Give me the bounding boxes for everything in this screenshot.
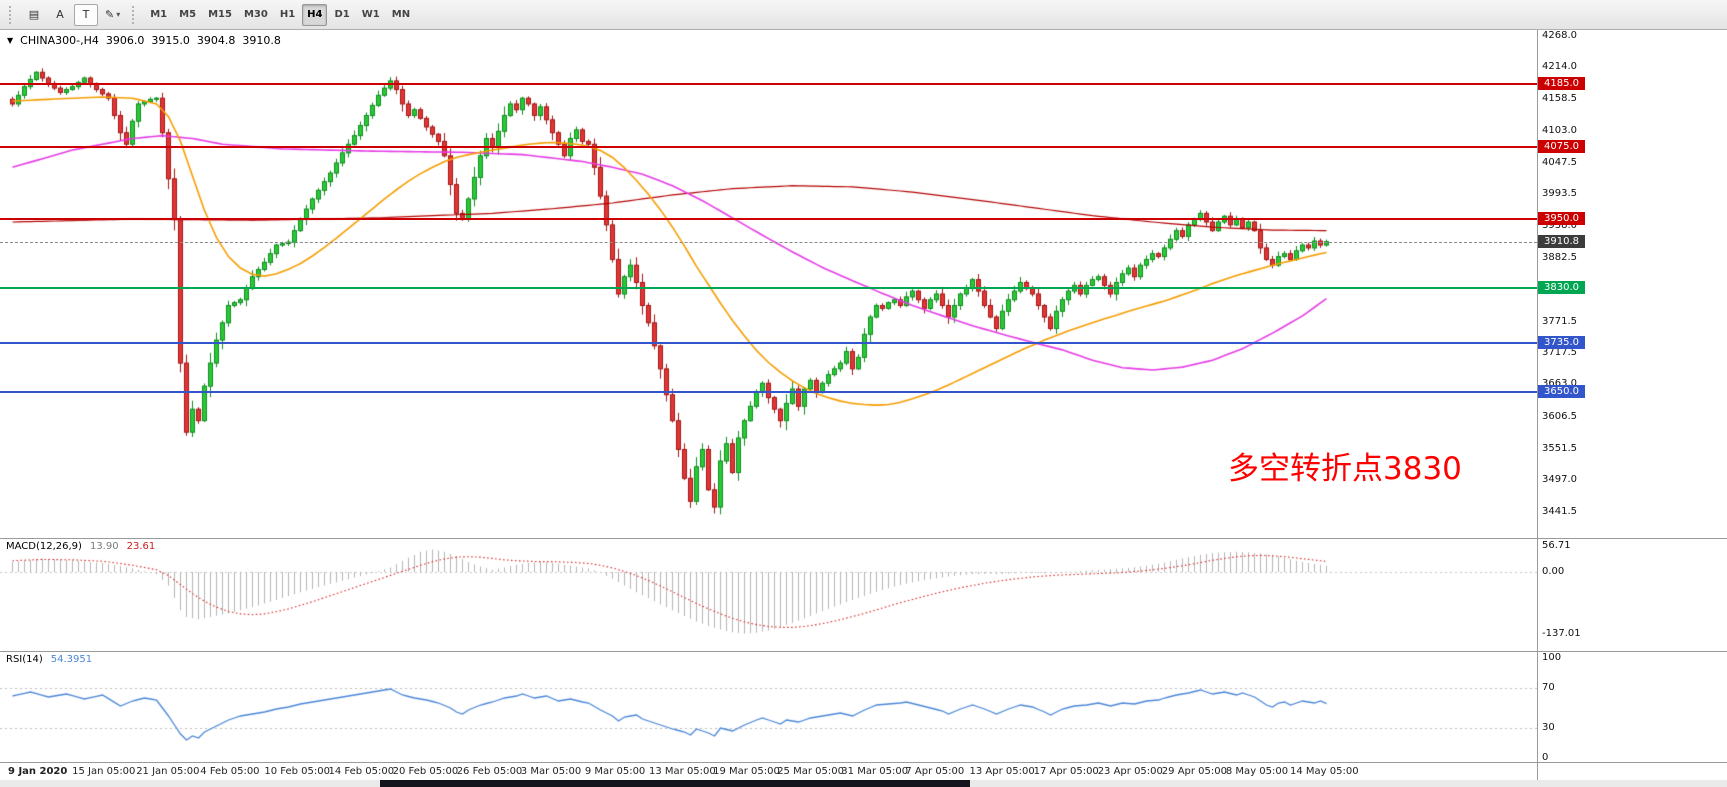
time-axis-label: 8 May 05:00 bbox=[1225, 766, 1289, 777]
horizontal-line bbox=[0, 390, 1537, 393]
timeframe-h4-button[interactable]: H4 bbox=[302, 3, 328, 26]
horizontal-line bbox=[0, 82, 1537, 85]
rsi-title: RSI(14) 54.3951 bbox=[6, 654, 92, 665]
toolbar: ▤ A T ✎ ▾ M1 M5 M15 M30 H1 H4 D1 W1 MN bbox=[0, 0, 1727, 30]
horizontal-line bbox=[0, 287, 1537, 290]
time-axis-label: 4 Feb 05:00 bbox=[200, 766, 260, 777]
ohlc-low: 3904.8 bbox=[196, 34, 236, 47]
price-axis-separator bbox=[1537, 30, 1538, 780]
price-line-badge: 4185.0 bbox=[1538, 76, 1585, 90]
timeframe-h1-button[interactable]: H1 bbox=[275, 4, 300, 26]
toolbar-grip[interactable] bbox=[9, 5, 15, 24]
current-price-line bbox=[0, 241, 1537, 243]
timeframe-m1-button[interactable]: M1 bbox=[145, 4, 172, 26]
chevron-down-icon: ▾ bbox=[116, 10, 121, 19]
price-line-badge: 4075.0 bbox=[1538, 140, 1585, 154]
price-axis-label: 3441.5 bbox=[1542, 505, 1577, 517]
time-axis-label: 31 Mar 05:00 bbox=[841, 766, 909, 777]
pencil-icon: ✎ bbox=[105, 8, 115, 21]
time-axis-label: 13 Apr 05:00 bbox=[969, 766, 1035, 777]
rsi-name: RSI(14) bbox=[6, 654, 43, 665]
rsi-axis-label: 70 bbox=[1542, 682, 1555, 693]
ohlc-close: 3910.8 bbox=[242, 34, 281, 47]
price-axis-label: 3938.0 bbox=[1542, 220, 1577, 232]
price-axis-label: 4103.0 bbox=[1542, 125, 1577, 136]
time-axis-label: 23 Apr 05:00 bbox=[1097, 766, 1163, 777]
time-axis-label: 7 Apr 05:00 bbox=[905, 766, 965, 777]
current-price-badge: 3910.8 bbox=[1538, 234, 1585, 248]
price-axis-label: 3771.5 bbox=[1542, 315, 1577, 327]
time-axis-label: 29 Apr 05:00 bbox=[1161, 766, 1227, 777]
ohlc-open: 3906.0 bbox=[105, 34, 145, 47]
text-annotation-button[interactable]: A bbox=[48, 4, 72, 26]
timeframe-m15-button[interactable]: M15 bbox=[203, 4, 237, 26]
price-line-badge: 3830.0 bbox=[1538, 281, 1585, 295]
rsi-axis-label: 100 bbox=[1542, 652, 1562, 663]
macd-axis-label: -137.01 bbox=[1542, 627, 1581, 639]
timeframe-m30-button[interactable]: M30 bbox=[239, 4, 273, 26]
price-axis-label: 3882.5 bbox=[1542, 251, 1577, 263]
time-axis-label: 3 Mar 05:00 bbox=[520, 766, 582, 777]
timeframe-d1-button[interactable]: D1 bbox=[329, 4, 354, 26]
price-axis-label: 3717.5 bbox=[1542, 347, 1577, 359]
horizontal-line bbox=[0, 341, 1537, 344]
horizontal-scrollbar-thumb[interactable] bbox=[380, 780, 970, 787]
time-axis-label: 26 Feb 05:00 bbox=[456, 766, 523, 777]
price-axis-label: 4158.5 bbox=[1542, 93, 1577, 105]
time-axis-label: 9 Jan 2020 bbox=[8, 766, 68, 777]
price-axis-label: 3993.5 bbox=[1542, 188, 1577, 200]
price-axis-label: 4214.0 bbox=[1542, 61, 1577, 73]
time-axis-separator bbox=[0, 762, 1727, 763]
price-line-badge: 3735.0 bbox=[1538, 335, 1585, 349]
macd-main-value: 13.90 bbox=[89, 541, 119, 552]
price-axis-label: 3606.5 bbox=[1542, 410, 1577, 422]
time-axis-label: 19 Mar 05:00 bbox=[713, 766, 780, 777]
time-axis-label: 15 Jan 05:00 bbox=[72, 766, 136, 777]
time-axis-label: 13 Mar 05:00 bbox=[649, 766, 716, 777]
macd-signal-value: 23.61 bbox=[126, 541, 156, 552]
price-line-badge: 3950.0 bbox=[1538, 212, 1585, 226]
symbol-period-label: CHINA300-,H4 bbox=[20, 34, 99, 47]
timeframe-mn-button[interactable]: MN bbox=[387, 4, 415, 26]
chart-grid-button[interactable]: ▤ bbox=[22, 4, 46, 26]
price-chart-canvas[interactable] bbox=[0, 30, 1537, 538]
price-axis-label: 3663.0 bbox=[1542, 378, 1577, 389]
panel-separator[interactable] bbox=[0, 651, 1727, 652]
price-axis-label: 4268.0 bbox=[1542, 29, 1577, 41]
macd-axis-label: 56.71 bbox=[1542, 540, 1571, 552]
horizontal-line bbox=[0, 146, 1537, 149]
price-line-badge: 3650.0 bbox=[1538, 384, 1585, 398]
macd-indicator-canvas[interactable] bbox=[0, 539, 1537, 651]
time-axis-label: 14 May 05:00 bbox=[1290, 766, 1359, 777]
time-axis-label: 9 Mar 05:00 bbox=[584, 766, 646, 777]
price-axis-label: 4047.5 bbox=[1542, 156, 1577, 168]
chart-header: ▼ CHINA300-,H4 3906.0 3915.0 3904.8 3910… bbox=[7, 34, 281, 47]
macd-name: MACD(12,26,9) bbox=[6, 541, 82, 552]
price-axis-label: 3551.5 bbox=[1542, 442, 1577, 454]
macd-title: MACD(12,26,9) 13.90 23.61 bbox=[6, 541, 155, 552]
time-axis-label: 21 Jan 05:00 bbox=[136, 766, 200, 777]
symbol-dropdown-icon[interactable]: ▼ bbox=[7, 36, 14, 45]
rsi-indicator-canvas[interactable] bbox=[0, 652, 1537, 762]
rsi-axis-label: 30 bbox=[1542, 722, 1555, 733]
time-axis-label: 25 Mar 05:00 bbox=[777, 766, 844, 777]
ohlc-high: 3915.0 bbox=[151, 34, 190, 47]
text-box-button[interactable]: T bbox=[74, 3, 98, 26]
chart-text-annotation: 多空转折点3830 bbox=[1228, 451, 1462, 487]
time-axis-label: 17 Apr 05:00 bbox=[1033, 766, 1099, 777]
rsi-value: 54.3951 bbox=[50, 654, 93, 665]
horizontal-line bbox=[0, 218, 1537, 221]
timeframe-m5-button[interactable]: M5 bbox=[174, 4, 201, 26]
time-axis-label: 20 Feb 05:00 bbox=[392, 766, 459, 777]
time-axis-label: 10 Feb 05:00 bbox=[264, 766, 330, 777]
panel-separator[interactable] bbox=[0, 538, 1727, 539]
toolbar-grip[interactable] bbox=[132, 5, 138, 24]
price-axis-label: 3497.0 bbox=[1542, 474, 1577, 485]
draw-tools-button[interactable]: ✎ ▾ bbox=[100, 4, 125, 26]
rsi-axis-label: 0 bbox=[1542, 752, 1549, 763]
macd-axis-label: 0.00 bbox=[1542, 566, 1565, 577]
time-axis-label: 14 Feb 05:00 bbox=[328, 766, 395, 777]
timeframe-w1-button[interactable]: W1 bbox=[357, 4, 385, 26]
